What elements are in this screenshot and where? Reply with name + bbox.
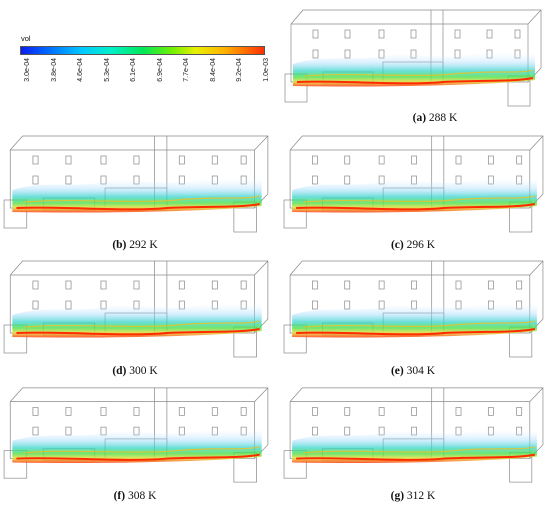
panel-a [283, 2, 545, 112]
smoke-contour [12, 429, 262, 463]
caption-g: (g) 312 K [390, 490, 436, 502]
colorbar-tick-label: 3.0e-04 [24, 58, 31, 82]
panel-e [282, 253, 547, 363]
smoke-contour [292, 303, 537, 338]
smoke-contour [292, 178, 537, 213]
panel-b [2, 128, 272, 238]
colorbar-tick-label: 3.8e-04 [50, 58, 58, 82]
caption-f: (f) 308 K [113, 490, 157, 502]
smoke-contour [12, 178, 262, 213]
panel-c [282, 128, 547, 238]
colorbar [20, 46, 265, 55]
colorbar-tick-label: 6.9e-04 [156, 58, 164, 82]
colorbar-tick-label: 5.3e-04 [103, 58, 111, 82]
smoke-contour [293, 52, 535, 87]
legend-variable-label: vol [21, 34, 31, 43]
colorbar-legend: vol 3.0e-04 3.8e-04 4.6e-04 5.3e-04 6.1e-04 6… [0, 0, 280, 110]
smoke-contour [292, 429, 537, 463]
colorbar-ticks: 3.0e-04 3.8e-04 4.6e-04 5.3e-04 6.1e-04 6.9e-… [20, 58, 270, 108]
caption-d: (d) 300 K [112, 365, 158, 377]
caption-c: (c) 296 K [390, 239, 436, 251]
colorbar-tick-label: 8.4e-04 [209, 58, 217, 82]
caption-b: (b) 292 K [112, 239, 158, 251]
panel-g [282, 380, 547, 488]
panel-d [2, 253, 272, 363]
colorbar-tick-label: 7.7e-04 [183, 58, 191, 82]
colorbar-tick-label: 9.2e-04 [236, 58, 244, 82]
colorbar-tick-label: 4.6e-04 [77, 58, 85, 82]
panel-f [2, 380, 272, 488]
colorbar-tick-label: 1.0e-03 [263, 58, 270, 82]
colorbar-tick-label: 6.1e-04 [130, 58, 138, 82]
caption-a: (a) 288 K [412, 112, 458, 124]
smoke-contour [12, 303, 262, 338]
caption-e: (e) 304 K [390, 365, 436, 377]
